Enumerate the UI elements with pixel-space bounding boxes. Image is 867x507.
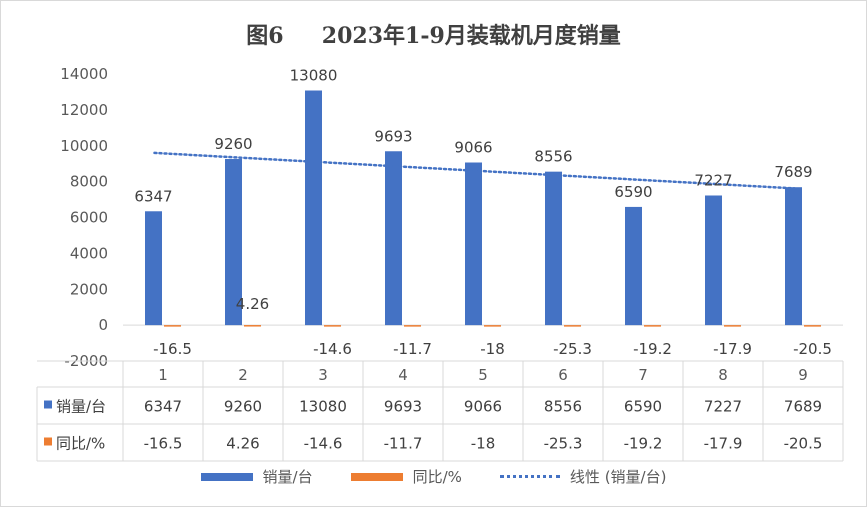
x-tick-label: 2 — [238, 366, 248, 384]
bar-yoy — [404, 325, 421, 327]
bar-yoy — [244, 325, 261, 327]
bar-sales — [305, 90, 322, 326]
table-cell: -14.6 — [304, 435, 343, 453]
y-tick-label: 14000 — [60, 65, 108, 83]
bar-yoy — [724, 325, 741, 327]
table-cell: 7689 — [784, 398, 822, 416]
data-label-yoy: -11.7 — [393, 340, 432, 358]
x-tick-label: 8 — [718, 366, 728, 384]
data-label-sales: 9693 — [374, 127, 412, 145]
data-label-yoy: -19.2 — [633, 340, 672, 358]
data-label-sales: 7689 — [774, 163, 812, 181]
x-tick-label: 7 — [638, 366, 648, 384]
data-label-sales: 8556 — [534, 148, 572, 166]
data-label-sales: 13080 — [290, 67, 338, 85]
table-row-header: 同比/% — [56, 435, 105, 453]
x-tick-label: 5 — [478, 366, 488, 384]
data-label-sales: 6347 — [134, 187, 172, 205]
x-tick-label: 4 — [398, 366, 408, 384]
data-label-yoy: 4.26 — [236, 295, 269, 313]
y-tick-label: 2000 — [70, 280, 108, 298]
table-cell: -18 — [471, 435, 496, 453]
bar-sales — [225, 159, 242, 326]
bar-sales — [625, 206, 642, 326]
y-tick-label: 0 — [98, 316, 108, 334]
bar-sales — [785, 187, 802, 326]
x-tick-label: 1 — [158, 366, 168, 384]
x-tick-label: 9 — [798, 366, 808, 384]
table-cell: -19.2 — [624, 435, 663, 453]
data-label-sales: 7227 — [694, 171, 732, 189]
legend-label-sales: 销量/台 — [262, 468, 313, 486]
bar-yoy — [804, 325, 821, 327]
chart-title: 图6 2023年1-9月装载机月度销量 — [246, 23, 621, 49]
table-cell: -17.9 — [704, 435, 743, 453]
legend-swatch-sales — [200, 472, 253, 481]
data-label-sales: 9260 — [214, 135, 252, 153]
bar-yoy — [164, 325, 181, 327]
table-cell: 6347 — [144, 398, 182, 416]
table-cell: -16.5 — [144, 435, 183, 453]
bar-yoy — [324, 325, 341, 327]
data-label-yoy: -16.5 — [153, 340, 192, 358]
legend-label-trend: 线性 (销量/台) — [569, 468, 667, 486]
x-tick-label: 6 — [558, 366, 568, 384]
legend-item-yoy: 同比/% — [350, 466, 462, 487]
legend-label-yoy: 同比/% — [412, 468, 462, 486]
y-tick-label: 6000 — [70, 209, 108, 227]
data-label-yoy: -14.6 — [313, 340, 352, 358]
table-row-header: 销量/台 — [56, 398, 106, 416]
table-cell: 13080 — [299, 398, 347, 416]
table-cell: -11.7 — [384, 435, 423, 453]
data-label-sales: 9066 — [454, 139, 492, 157]
table-cell: 8556 — [544, 398, 582, 416]
bar-yoy — [644, 325, 661, 327]
table-row-key-swatch — [44, 400, 52, 409]
legend-swatch-trend — [499, 475, 560, 478]
table-cell: -20.5 — [784, 435, 823, 453]
y-tick-label: 4000 — [70, 244, 108, 262]
data-label-yoy: -17.9 — [713, 340, 752, 358]
data-label-sales: 6590 — [614, 183, 652, 201]
bar-sales — [145, 211, 162, 326]
table-cell: -25.3 — [544, 435, 583, 453]
bar-yoy — [564, 325, 581, 327]
legend-item-sales: 销量/台 — [200, 466, 313, 487]
data-label-yoy: -25.3 — [553, 340, 592, 358]
table-cell: 9066 — [464, 398, 502, 416]
bar-yoy — [484, 325, 501, 327]
legend-swatch-yoy — [350, 472, 403, 481]
bar-sales — [545, 171, 562, 326]
data-label-yoy: -20.5 — [793, 340, 832, 358]
legend: 销量/台 同比/% 线性 (销量/台) — [0, 466, 867, 487]
bar-sales — [465, 162, 482, 326]
table-cell: 4.26 — [226, 435, 259, 453]
table-cell: 6590 — [624, 398, 662, 416]
bar-sales — [385, 151, 402, 326]
trendline — [153, 151, 796, 190]
table-cell: 9693 — [384, 398, 422, 416]
data-label-yoy: -18 — [480, 340, 505, 358]
table-cell: 7227 — [704, 398, 742, 416]
table-row-key-swatch — [44, 437, 52, 446]
table-cell: 9260 — [224, 398, 262, 416]
y-tick-label: 8000 — [70, 173, 108, 191]
y-tick-label: 12000 — [60, 101, 108, 119]
bar-sales — [705, 195, 722, 326]
y-tick-label: 10000 — [60, 137, 108, 155]
legend-item-trend: 线性 (销量/台) — [499, 466, 667, 487]
x-tick-label: 3 — [318, 366, 328, 384]
